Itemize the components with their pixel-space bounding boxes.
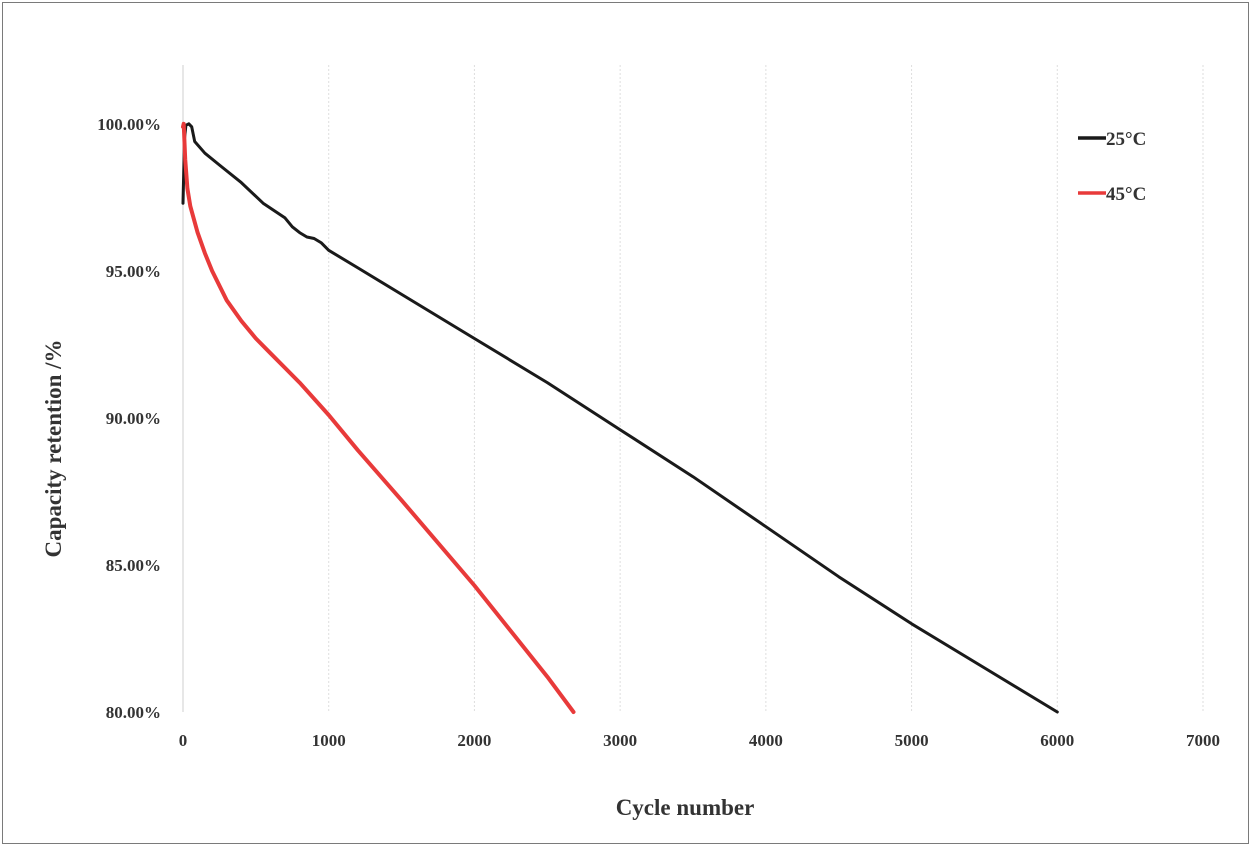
y-tick-label: 95.00% xyxy=(106,262,161,281)
x-tick-label: 7000 xyxy=(1186,731,1220,750)
y-axis-title: Capacity retention /% xyxy=(41,339,66,557)
x-tick-label: 6000 xyxy=(1040,731,1074,750)
legend: 25°C 45°C xyxy=(1078,129,1146,205)
x-tick-label: 2000 xyxy=(457,731,491,750)
x-axis-title: Cycle number xyxy=(616,795,755,820)
series-line-2 xyxy=(181,121,576,714)
x-tick-label: 4000 xyxy=(749,731,783,750)
y-tick-label: 90.00% xyxy=(106,409,161,428)
legend-label: 45°C xyxy=(1106,184,1146,205)
series-line-1 xyxy=(181,122,1059,714)
x-tick-label: 5000 xyxy=(895,731,929,750)
grid-layer xyxy=(328,65,1204,712)
x-tick-label: 3000 xyxy=(603,731,637,750)
y-tick-label: 85.00% xyxy=(106,556,161,575)
series-layer xyxy=(181,121,1059,714)
y-tick-label: 80.00% xyxy=(106,703,161,722)
x-tick-label: 1000 xyxy=(312,731,346,750)
y-tick-label: 100.00% xyxy=(97,115,161,134)
x-tick-label: 0 xyxy=(179,731,188,750)
label-layer: 0 1000 2000 3000 4000 5000 6000 7000 80.00% 85.00… xyxy=(97,115,1220,750)
legend-label: 25°C xyxy=(1106,129,1146,150)
